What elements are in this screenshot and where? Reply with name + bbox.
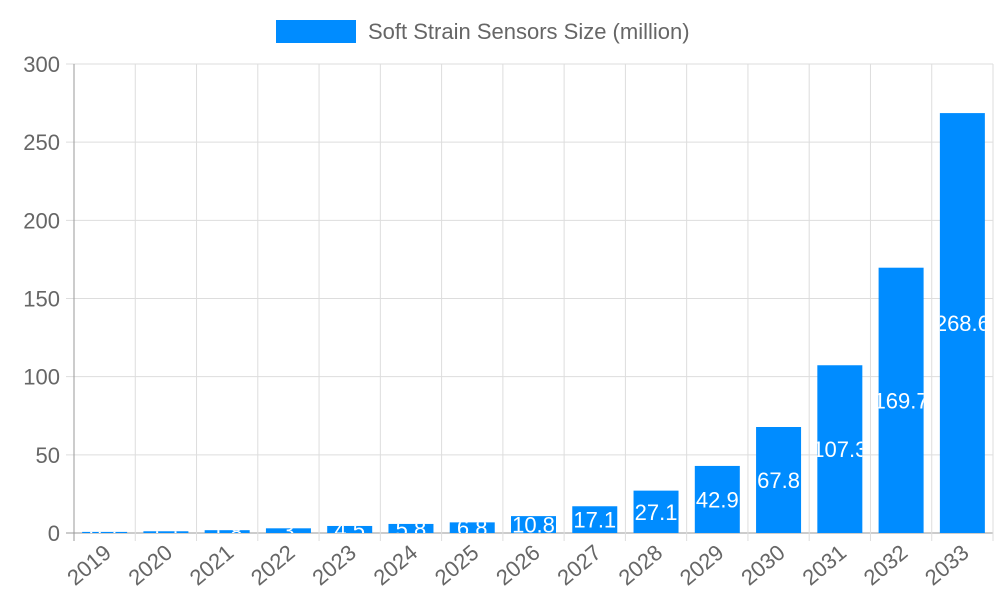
bar [143,531,189,533]
bar [511,516,556,533]
data-label: 3 [282,519,294,544]
x-tick-label: 2032 [859,540,913,591]
bar [449,522,495,533]
data-label: 5.8 [396,516,427,541]
bar [756,427,802,533]
bar [817,365,863,533]
bar [878,267,924,533]
x-tick-label: 2023 [307,540,361,591]
x-tick-label: 2027 [552,540,606,591]
y-tick-label: 100 [23,365,60,390]
x-tick-label: 2031 [797,540,851,591]
bar [572,506,618,533]
x-tick-label: 2020 [124,540,178,591]
data-label: 17.1 [573,508,616,533]
data-label: 107.3 [812,437,867,462]
data-label: 1.8 [212,520,243,545]
legend-label: Soft Strain Sensors Size (million) [368,19,690,44]
data-label: 169.7 [874,388,929,413]
data-label: 42.9 [696,487,739,512]
y-tick-label: 250 [23,130,60,155]
x-tick-label: 2028 [614,540,668,591]
x-tick-label: 2033 [920,540,974,591]
data-label: 27.1 [635,500,678,525]
legend[interactable]: Soft Strain Sensors Size (million) [276,19,690,44]
y-tick-label: 50 [36,443,60,468]
y-tick-label: 150 [23,287,60,312]
x-tick-label: 2019 [62,540,116,591]
data-label: 4.5 [334,517,365,542]
bar [265,528,311,533]
bar [327,525,373,533]
bar [204,530,250,533]
data-label: 1.1 [151,520,182,545]
bar [82,531,128,533]
bar [388,523,434,533]
x-tick-label: 2030 [736,540,790,591]
legend-swatch [276,20,356,43]
x-tick-label: 2021 [185,540,239,591]
x-tick-label: 2022 [246,540,300,591]
bar [939,113,985,533]
y-tick-label: 300 [23,52,60,77]
data-label: 67.8 [757,468,800,493]
y-tick-label: 200 [23,208,60,233]
y-tick-label: 0 [48,521,60,546]
bar [694,465,740,533]
data-label: 0.7 [89,520,120,545]
data-label: 6.8 [457,516,488,541]
x-tick-label: 2024 [369,540,423,591]
x-tick-label: 2025 [430,540,484,591]
data-label: 268.6 [935,311,990,336]
bar [633,490,679,533]
data-label: 10.8 [512,513,555,538]
x-tick-label: 2029 [675,540,729,591]
x-tick-label: 2026 [491,540,545,591]
